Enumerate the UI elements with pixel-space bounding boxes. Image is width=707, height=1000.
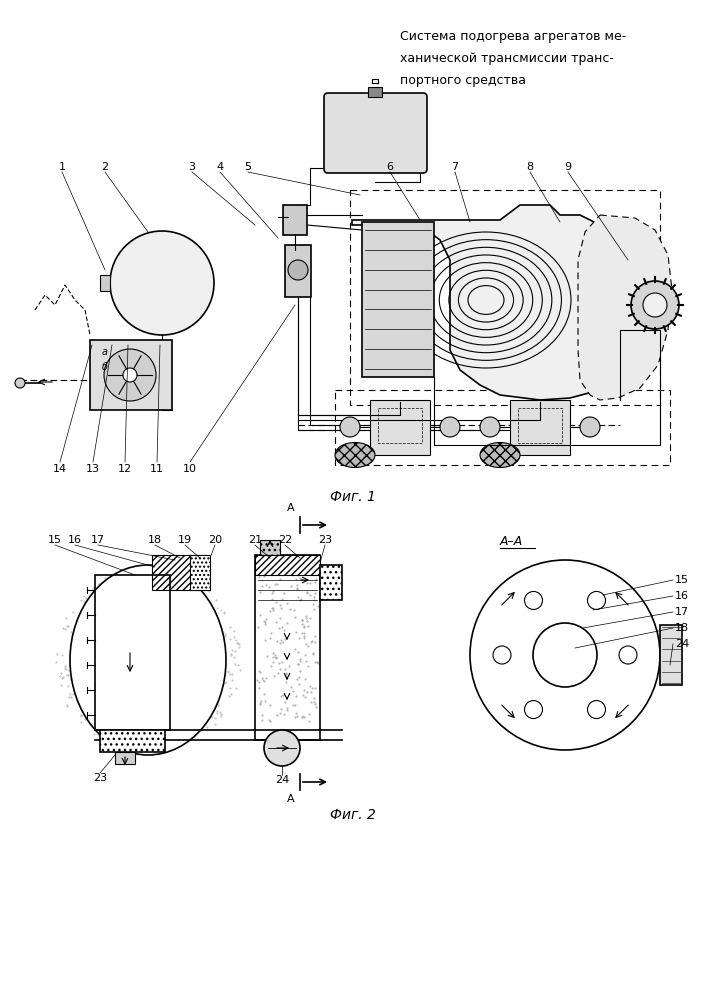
Ellipse shape [70,565,226,755]
Text: 11: 11 [150,464,164,474]
Bar [90,340,172,410]
Text: 23: 23 [93,773,107,783]
Bar [660,625,682,685]
Text: 14: 14 [53,464,67,474]
Bar [368,87,382,97]
Text: 13: 13 [86,464,100,474]
Text: 7: 7 [452,162,459,172]
Circle shape [15,378,25,388]
Circle shape [525,591,542,609]
Bar [95,575,170,730]
Text: 18: 18 [675,623,689,633]
Circle shape [643,293,667,317]
Circle shape [493,646,511,664]
Circle shape [123,368,137,382]
Bar [255,555,320,740]
Bar [283,205,307,235]
Circle shape [580,417,600,437]
Text: 22: 22 [278,535,292,545]
Text: 10: 10 [183,464,197,474]
Bar [518,408,562,443]
Text: 5: 5 [245,162,252,172]
Text: 17: 17 [91,535,105,545]
Text: 24: 24 [675,639,689,649]
Bar [362,222,434,377]
Text: 8: 8 [527,162,534,172]
Polygon shape [578,215,672,400]
Text: 20: 20 [208,535,222,545]
Bar [510,400,570,455]
Text: 16: 16 [68,535,82,545]
Text: 15: 15 [675,575,689,585]
Circle shape [340,417,360,437]
Text: 15: 15 [48,535,62,545]
Text: 1: 1 [59,162,66,172]
Bar [370,400,430,455]
Bar [260,540,280,556]
Text: б: б [102,362,108,372]
Circle shape [480,417,500,437]
Circle shape [588,701,605,719]
FancyBboxPatch shape [324,93,427,173]
Bar [255,555,320,575]
Bar [285,245,311,297]
Text: 16: 16 [675,591,689,601]
Text: 19: 19 [178,535,192,545]
Text: 9: 9 [564,162,571,172]
Text: 4: 4 [216,162,223,172]
Circle shape [525,701,542,719]
Bar [152,555,207,590]
Polygon shape [352,205,630,400]
Text: 6: 6 [387,162,394,172]
Text: 17: 17 [675,607,689,617]
Bar [100,275,110,291]
Text: А: А [287,503,295,513]
Circle shape [631,281,679,329]
Bar [335,390,670,465]
Circle shape [288,260,308,280]
Bar [190,555,210,590]
Text: 18: 18 [148,535,162,545]
Bar [100,730,165,752]
Circle shape [110,231,214,335]
Bar [350,190,660,405]
Bar [320,565,342,600]
Text: a: a [102,347,108,357]
Ellipse shape [335,442,375,468]
Circle shape [533,623,597,687]
Text: А: А [287,794,295,804]
Text: 24: 24 [275,775,289,785]
Text: Фиг. 1: Фиг. 1 [330,490,376,504]
Circle shape [619,646,637,664]
Text: 21: 21 [248,535,262,545]
Text: 2: 2 [101,162,109,172]
Text: портного средства: портного средства [400,74,526,87]
Circle shape [440,417,460,437]
Circle shape [264,730,300,766]
Text: Фиг. 2: Фиг. 2 [330,808,376,822]
Circle shape [104,349,156,401]
Bar [378,408,422,443]
Bar [115,752,135,764]
Text: 3: 3 [189,162,196,172]
Text: 12: 12 [118,464,132,474]
Circle shape [588,591,605,609]
Text: 23: 23 [318,535,332,545]
Text: ханической трансмиссии транс-: ханической трансмиссии транс- [400,52,614,65]
Text: А–А: А–А [500,535,523,548]
Ellipse shape [480,442,520,468]
Text: Система подогрева агрегатов ме-: Система подогрева агрегатов ме- [400,30,626,43]
Circle shape [470,560,660,750]
